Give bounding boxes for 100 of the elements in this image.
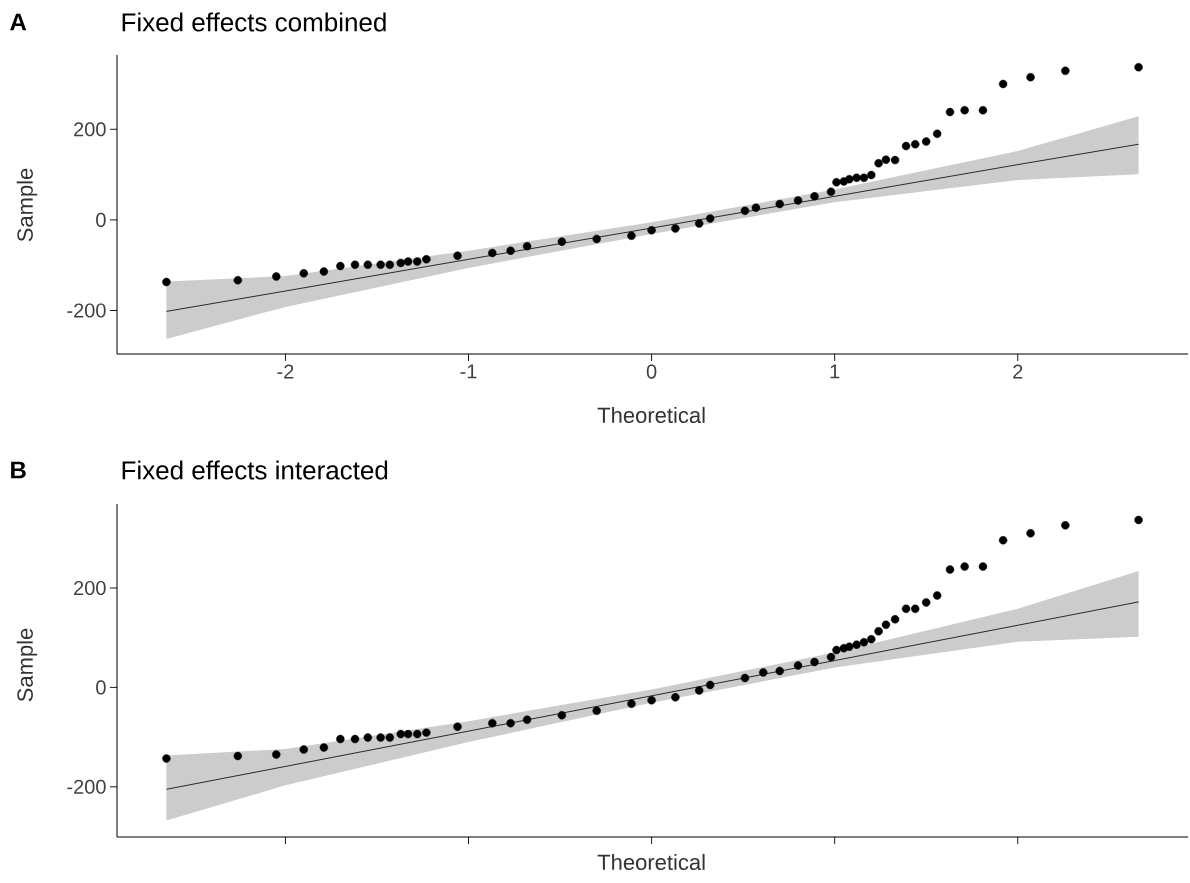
point bbox=[901, 604, 911, 614]
point bbox=[403, 257, 413, 266]
point bbox=[1026, 73, 1035, 82]
point bbox=[694, 219, 704, 228]
point bbox=[522, 241, 532, 251]
point bbox=[299, 269, 308, 278]
point bbox=[890, 615, 900, 624]
point bbox=[922, 598, 931, 607]
point bbox=[506, 718, 515, 728]
point bbox=[233, 275, 243, 285]
point bbox=[881, 155, 891, 164]
point bbox=[867, 634, 876, 644]
point bbox=[874, 159, 883, 168]
point bbox=[826, 187, 836, 197]
point bbox=[832, 645, 841, 655]
point bbox=[385, 733, 394, 742]
point bbox=[453, 722, 462, 731]
point bbox=[422, 728, 431, 737]
point bbox=[299, 745, 308, 754]
point bbox=[363, 260, 373, 269]
point bbox=[350, 260, 360, 269]
point bbox=[751, 203, 761, 212]
point bbox=[960, 562, 969, 571]
y-tick-label: 200 bbox=[74, 122, 106, 137]
point bbox=[671, 693, 680, 702]
point bbox=[413, 257, 422, 266]
point bbox=[403, 729, 413, 739]
point bbox=[162, 754, 171, 763]
x-axis-title: Theoretical bbox=[597, 406, 705, 424]
point bbox=[901, 141, 911, 151]
chart-title: Fixed effects interacted bbox=[122, 460, 388, 480]
y-tick-label: 0 bbox=[96, 680, 106, 695]
point bbox=[998, 536, 1008, 545]
point bbox=[627, 699, 636, 708]
point bbox=[350, 734, 360, 744]
point bbox=[832, 178, 841, 187]
point bbox=[978, 562, 988, 571]
point bbox=[376, 733, 385, 742]
point bbox=[627, 231, 636, 240]
point bbox=[522, 715, 532, 724]
point bbox=[671, 224, 680, 233]
point bbox=[845, 642, 854, 651]
point bbox=[506, 246, 515, 255]
point bbox=[793, 661, 803, 670]
point bbox=[810, 192, 819, 201]
point bbox=[960, 106, 969, 115]
point bbox=[998, 79, 1008, 89]
point bbox=[705, 680, 715, 690]
point bbox=[453, 251, 462, 260]
point bbox=[890, 155, 900, 165]
point bbox=[413, 729, 422, 739]
y-tick-label: -200 bbox=[67, 779, 106, 794]
point bbox=[859, 173, 869, 182]
point bbox=[396, 729, 405, 739]
point bbox=[845, 174, 854, 184]
point bbox=[694, 686, 704, 695]
point bbox=[852, 640, 861, 649]
point bbox=[852, 173, 861, 182]
point bbox=[1061, 521, 1070, 530]
point bbox=[363, 733, 373, 742]
point bbox=[319, 743, 329, 752]
point bbox=[396, 258, 405, 268]
point bbox=[740, 206, 750, 216]
point bbox=[233, 751, 243, 761]
point bbox=[1134, 63, 1143, 72]
point bbox=[336, 261, 345, 271]
point bbox=[945, 107, 955, 117]
point bbox=[810, 657, 819, 667]
point bbox=[932, 591, 942, 600]
point bbox=[911, 604, 920, 614]
point bbox=[488, 718, 497, 728]
point bbox=[945, 565, 955, 574]
text: A bbox=[10, 13, 27, 31]
point bbox=[1026, 529, 1035, 538]
point bbox=[867, 170, 876, 180]
point bbox=[592, 234, 601, 244]
point bbox=[775, 666, 784, 676]
point bbox=[376, 260, 385, 269]
point bbox=[793, 196, 803, 205]
point bbox=[775, 199, 784, 209]
text: B bbox=[11, 461, 26, 479]
x-tick-label: 0 bbox=[646, 364, 657, 379]
line-series bbox=[166, 143, 1139, 312]
point bbox=[932, 129, 942, 139]
point bbox=[1134, 515, 1143, 525]
y-tick-label: -200 bbox=[67, 303, 106, 318]
point bbox=[272, 750, 281, 759]
point bbox=[740, 673, 750, 683]
point bbox=[319, 267, 329, 276]
chart-title: Fixed effects combined bbox=[122, 12, 386, 32]
point bbox=[881, 620, 891, 629]
point bbox=[488, 248, 497, 258]
y-axis-title: Sample bbox=[16, 168, 38, 242]
point bbox=[422, 255, 431, 264]
point bbox=[874, 627, 883, 636]
x-axis-title: Theoretical bbox=[597, 853, 705, 871]
point bbox=[647, 696, 656, 705]
point bbox=[162, 277, 171, 287]
point bbox=[759, 668, 768, 677]
point bbox=[272, 272, 281, 281]
